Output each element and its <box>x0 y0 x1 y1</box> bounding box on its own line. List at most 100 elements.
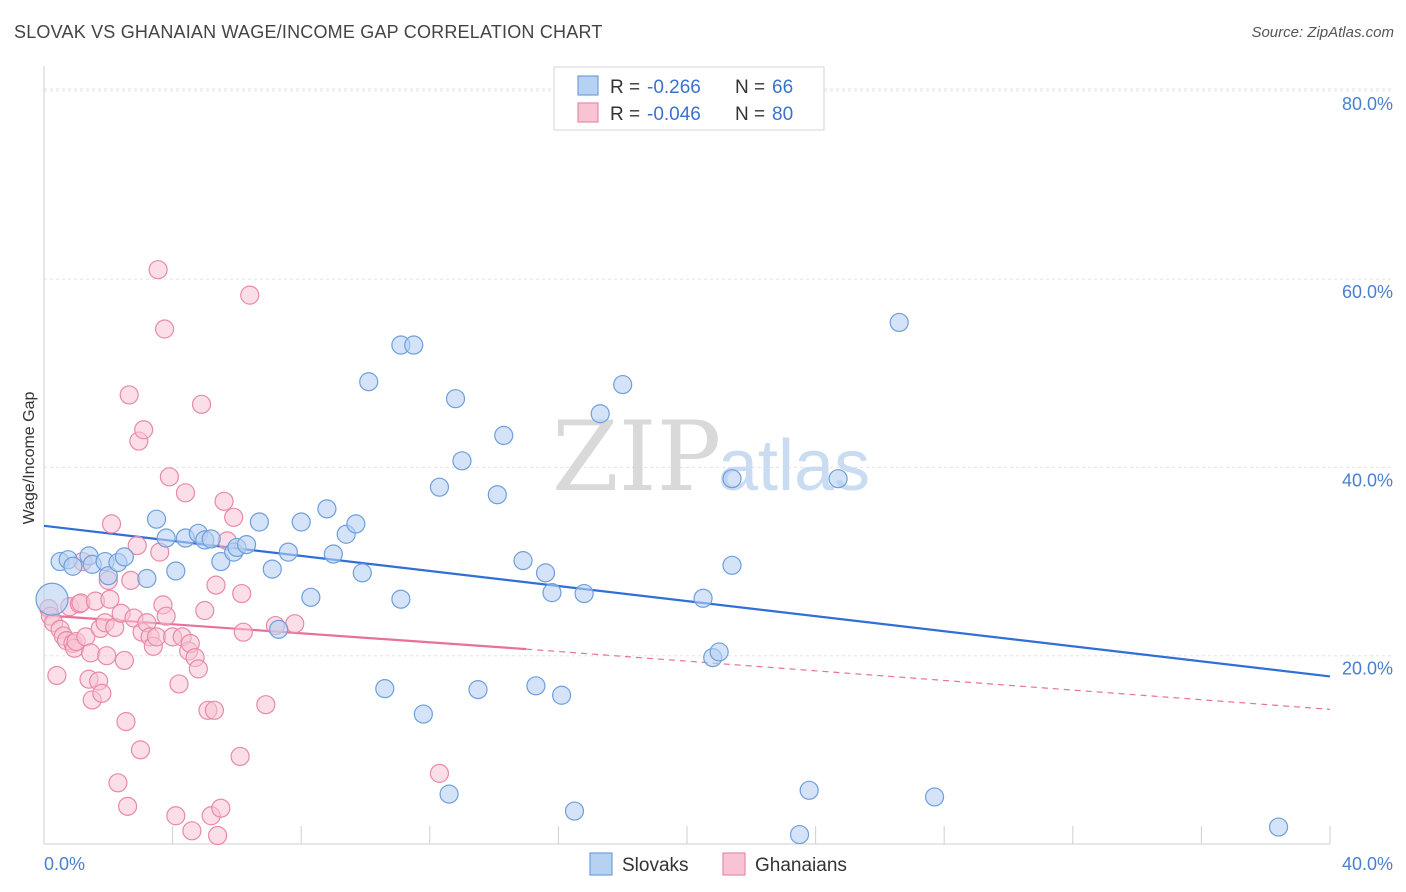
slovaks-point <box>526 676 546 696</box>
slovaks-point <box>513 551 533 571</box>
watermark-zip: ZIP <box>552 401 721 513</box>
slovaks-point <box>201 529 221 549</box>
slovaks-point <box>404 335 424 355</box>
legend-box: R = -0.266 N = 66 R = -0.046 N = 80 <box>553 66 825 131</box>
legend-r-value-2: -0.046 <box>647 104 701 125</box>
legend-swatch-ghanaians <box>577 102 599 123</box>
slovaks-points <box>35 312 1289 845</box>
ghanaians-point <box>97 646 117 666</box>
slovaks-point <box>487 485 507 505</box>
ghanaians-point <box>233 622 253 642</box>
slovaks-point <box>542 583 562 603</box>
x-tick-labels: 0.0% 40.0% <box>44 854 1393 874</box>
ghanaians-point <box>134 420 154 440</box>
ghanaians-point <box>100 589 120 609</box>
y-axis-label: Wage/Income Gap <box>21 392 38 525</box>
ghanaians-point <box>224 507 244 527</box>
slovaks-point <box>722 555 742 575</box>
slovaks-point <box>352 563 372 583</box>
slovaks-point <box>291 512 311 532</box>
source-credit: Source: ZipAtlas.com <box>1251 24 1394 41</box>
slovaks-point <box>35 582 69 616</box>
grid-lines <box>44 88 1392 657</box>
ghanaians-point <box>159 467 179 487</box>
slovaks-point <box>799 780 819 800</box>
ghanaians-point <box>148 260 168 280</box>
x-tick-label-1: 40.0% <box>1342 854 1393 874</box>
ghanaians-point <box>230 746 250 767</box>
slovaks-point <box>429 477 450 497</box>
slovaks-point <box>346 514 366 534</box>
slovaks-point <box>468 679 488 700</box>
ghanaians-point <box>429 763 450 783</box>
legend-r-label-1: R = <box>610 77 640 98</box>
legend-n-value-2: 80 <box>772 104 793 125</box>
watermark: ZIP atlas <box>552 401 870 513</box>
ghanaians-point <box>92 683 112 703</box>
watermark-atlas: atlas <box>718 426 870 506</box>
ghanaians-point <box>146 627 167 647</box>
slovaks-point <box>828 469 848 489</box>
ghanaians-point <box>206 575 226 595</box>
slovaks-point <box>613 374 633 395</box>
slovaks-point <box>262 559 282 579</box>
slovaks-point <box>445 389 466 409</box>
y-tick-label-0: 20.0% <box>1342 659 1393 679</box>
ghanaians-point <box>182 821 202 841</box>
y-tick-label-2: 60.0% <box>1342 282 1393 302</box>
axes <box>43 66 1331 845</box>
slovaks-point <box>789 824 810 845</box>
bottom-legend-label-ghanaians: Ghanaians <box>755 855 847 876</box>
slovaks-point <box>722 469 742 489</box>
chart-title: SLOVAK VS GHANAIAN WAGE/INCOME GAP CORRE… <box>14 22 603 42</box>
ghanaians-point <box>285 614 305 634</box>
y-tick-label-1: 40.0% <box>1342 470 1393 490</box>
ghanaians-point <box>127 535 147 556</box>
ghanaians-points <box>39 260 450 846</box>
ghanaians-point <box>214 491 234 511</box>
slovaks-point <box>552 685 572 705</box>
ghanaians-point <box>256 695 276 715</box>
legend-swatch-slovaks <box>577 75 599 96</box>
ghanaians-point <box>188 659 208 679</box>
slovaks-point <box>1268 817 1289 837</box>
slovaks-point <box>693 588 713 608</box>
slovaks-point <box>535 563 556 583</box>
ghanaians-point <box>208 825 228 846</box>
legend-r-value-1: -0.266 <box>647 77 701 98</box>
ghanaians-point <box>195 600 215 621</box>
x-tick-label-0: 0.0% <box>44 854 85 874</box>
bottom-legend-swatch-slovaks <box>589 852 613 876</box>
ghanaians-point <box>117 796 138 816</box>
ghanaians-point <box>240 285 260 305</box>
slovaks-point <box>146 509 167 529</box>
slovaks-point <box>574 583 594 604</box>
slovaks-point <box>166 561 186 581</box>
ghanaians-point <box>204 700 224 720</box>
ghanaians-point <box>47 665 67 686</box>
slovaks-point <box>494 425 514 446</box>
slovaks-point <box>301 587 321 607</box>
legend-n-label-1: N = <box>735 77 765 98</box>
legend-r-label-2: R = <box>610 104 640 125</box>
ghanaians-point <box>166 806 186 826</box>
ghanaians-point <box>211 798 231 818</box>
slovaks-point <box>269 619 289 639</box>
y-tick-labels: 20.0% 40.0% 60.0% 80.0% <box>1342 94 1393 679</box>
slovaks-point <box>413 704 433 724</box>
slovaks-point <box>211 551 231 572</box>
slovaks-point <box>278 542 298 562</box>
slovaks-point <box>452 451 472 471</box>
slovaks-point <box>564 801 585 821</box>
slovaks-point <box>709 642 729 662</box>
ghanaians-point <box>81 643 101 663</box>
ghanaians-point <box>154 319 175 339</box>
ghanaians-point <box>130 740 151 760</box>
ghanaians-point <box>191 394 212 414</box>
ghanaians-point <box>175 483 196 503</box>
bottom-legend-label-slovaks: Slovaks <box>622 855 689 876</box>
ghanaians-point <box>156 606 176 626</box>
slovaks-point <box>391 589 411 609</box>
slovaks-trend-line <box>43 524 1331 678</box>
legend-n-label-2: N = <box>735 104 765 125</box>
